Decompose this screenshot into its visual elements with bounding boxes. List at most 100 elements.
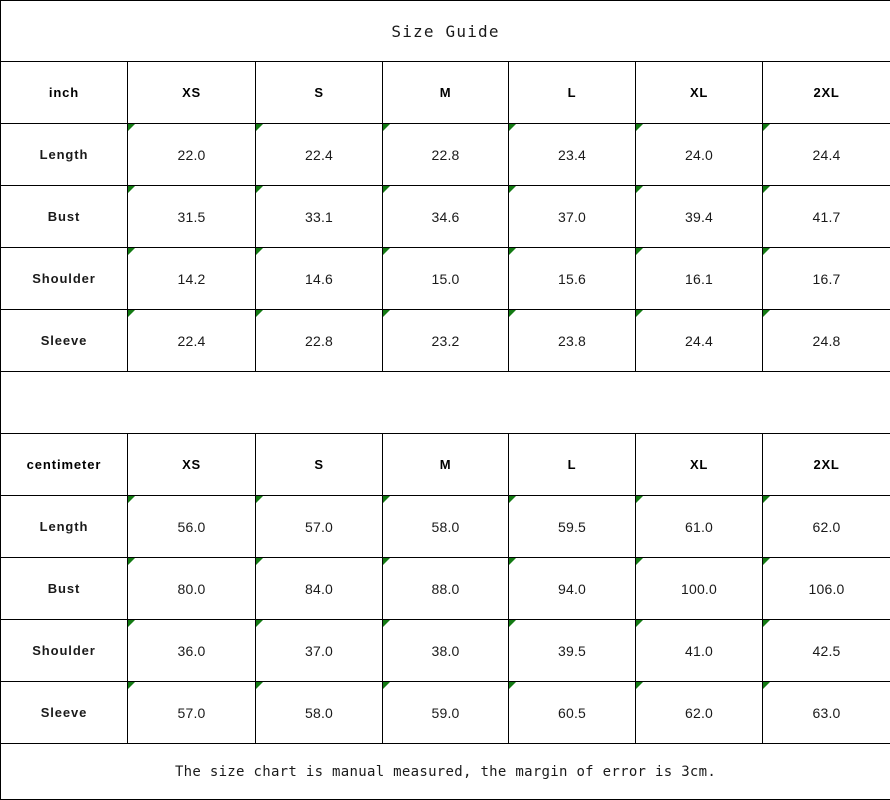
cm-header-l: L — [509, 434, 636, 496]
comment-marker-icon — [256, 620, 263, 627]
table-spacer-cell — [1, 372, 890, 434]
cell-value: 24.0 — [685, 147, 713, 163]
comment-marker-icon — [128, 558, 135, 565]
cell-cm-sleeve-xs: 57.0 — [128, 682, 256, 744]
cell-cm-length-s: 57.0 — [256, 496, 383, 558]
footer-row: The size chart is manual measured, the m… — [1, 744, 890, 800]
cell-value: 58.0 — [431, 519, 459, 535]
comment-marker-icon — [763, 248, 770, 255]
comment-marker-icon — [128, 248, 135, 255]
cell-value: 38.0 — [431, 643, 459, 659]
table-row: Bust 31.5 33.1 34.6 37.0 39.4 41.7 — [1, 186, 890, 248]
inch-header-row: inch XS S M L XL 2XL — [1, 62, 890, 124]
cell-inch-bust-m: 34.6 — [383, 186, 509, 248]
cell-cm-bust-2xl: 106.0 — [763, 558, 890, 620]
comment-marker-icon — [256, 124, 263, 131]
cell-cm-shoulder-l: 39.5 — [509, 620, 636, 682]
inch-header-xs: XS — [128, 62, 256, 124]
comment-marker-icon — [383, 186, 390, 193]
comment-marker-icon — [128, 620, 135, 627]
cell-value: 24.8 — [813, 333, 841, 349]
cm-header-xs: XS — [128, 434, 256, 496]
row-label-bust: Bust — [1, 186, 128, 248]
cell-inch-length-2xl: 24.4 — [763, 124, 890, 186]
cell-value: 23.4 — [558, 147, 586, 163]
row-label-sleeve: Sleeve — [1, 310, 128, 372]
table-row: Bust 80.0 84.0 88.0 94.0 100.0 106.0 — [1, 558, 890, 620]
inch-unit-label: inch — [1, 62, 128, 124]
cell-value: 37.0 — [305, 643, 333, 659]
table-row: Shoulder 14.2 14.6 15.0 15.6 16.1 16.7 — [1, 248, 890, 310]
cell-cm-bust-xs: 80.0 — [128, 558, 256, 620]
comment-marker-icon — [763, 496, 770, 503]
cell-value: 58.0 — [305, 705, 333, 721]
cell-inch-sleeve-s: 22.8 — [256, 310, 383, 372]
cell-inch-bust-s: 33.1 — [256, 186, 383, 248]
comment-marker-icon — [509, 682, 516, 689]
cell-inch-sleeve-xs: 22.4 — [128, 310, 256, 372]
cell-value: 14.2 — [177, 271, 205, 287]
cell-value: 36.0 — [177, 643, 205, 659]
cell-cm-length-m: 58.0 — [383, 496, 509, 558]
table-row: Shoulder 36.0 37.0 38.0 39.5 41.0 42.5 — [1, 620, 890, 682]
cell-value: 22.8 — [431, 147, 459, 163]
cm-header-xl: XL — [636, 434, 763, 496]
comment-marker-icon — [509, 248, 516, 255]
comment-marker-icon — [509, 558, 516, 565]
comment-marker-icon — [636, 496, 643, 503]
cell-cm-shoulder-s: 37.0 — [256, 620, 383, 682]
cell-value: 39.4 — [685, 209, 713, 225]
cell-inch-length-s: 22.4 — [256, 124, 383, 186]
comment-marker-icon — [763, 310, 770, 317]
cell-inch-shoulder-xl: 16.1 — [636, 248, 763, 310]
cell-value: 15.0 — [431, 271, 459, 287]
comment-marker-icon — [636, 620, 643, 627]
comment-marker-icon — [636, 186, 643, 193]
comment-marker-icon — [128, 496, 135, 503]
comment-marker-icon — [256, 682, 263, 689]
centimeter-header-row: centimeter XS S M L XL 2XL — [1, 434, 890, 496]
cell-value: 22.8 — [305, 333, 333, 349]
comment-marker-icon — [256, 558, 263, 565]
table-row: Length 22.0 22.4 22.8 23.4 24.0 24.4 — [1, 124, 890, 186]
comment-marker-icon — [383, 124, 390, 131]
cell-value: 22.4 — [177, 333, 205, 349]
row-label-shoulder: Shoulder — [1, 620, 128, 682]
cell-inch-shoulder-xs: 14.2 — [128, 248, 256, 310]
comment-marker-icon — [128, 124, 135, 131]
comment-marker-icon — [509, 186, 516, 193]
table-row: Length 56.0 57.0 58.0 59.5 61.0 62.0 — [1, 496, 890, 558]
comment-marker-icon — [763, 682, 770, 689]
comment-marker-icon — [383, 248, 390, 255]
page-title: Size Guide — [1, 1, 890, 62]
comment-marker-icon — [509, 310, 516, 317]
cell-value: 59.5 — [558, 519, 586, 535]
cell-inch-sleeve-xl: 24.4 — [636, 310, 763, 372]
comment-marker-icon — [509, 496, 516, 503]
row-label-shoulder: Shoulder — [1, 248, 128, 310]
cell-cm-shoulder-m: 38.0 — [383, 620, 509, 682]
inch-header-s: S — [256, 62, 383, 124]
cell-cm-length-xs: 56.0 — [128, 496, 256, 558]
cell-inch-sleeve-m: 23.2 — [383, 310, 509, 372]
cell-value: 61.0 — [685, 519, 713, 535]
cell-value: 84.0 — [305, 581, 333, 597]
comment-marker-icon — [763, 124, 770, 131]
cell-value: 94.0 — [558, 581, 586, 597]
cell-value: 37.0 — [558, 209, 586, 225]
comment-marker-icon — [383, 620, 390, 627]
cell-cm-bust-xl: 100.0 — [636, 558, 763, 620]
cell-cm-sleeve-2xl: 63.0 — [763, 682, 890, 744]
comment-marker-icon — [763, 186, 770, 193]
comment-marker-icon — [128, 310, 135, 317]
cell-value: 14.6 — [305, 271, 333, 287]
measurement-disclaimer: The size chart is manual measured, the m… — [1, 744, 890, 800]
cell-cm-sleeve-m: 59.0 — [383, 682, 509, 744]
row-label-length: Length — [1, 496, 128, 558]
comment-marker-icon — [383, 558, 390, 565]
cell-value: 56.0 — [177, 519, 205, 535]
cell-value: 33.1 — [305, 209, 333, 225]
cell-inch-length-xs: 22.0 — [128, 124, 256, 186]
cell-inch-bust-xl: 39.4 — [636, 186, 763, 248]
inch-header-m: M — [383, 62, 509, 124]
